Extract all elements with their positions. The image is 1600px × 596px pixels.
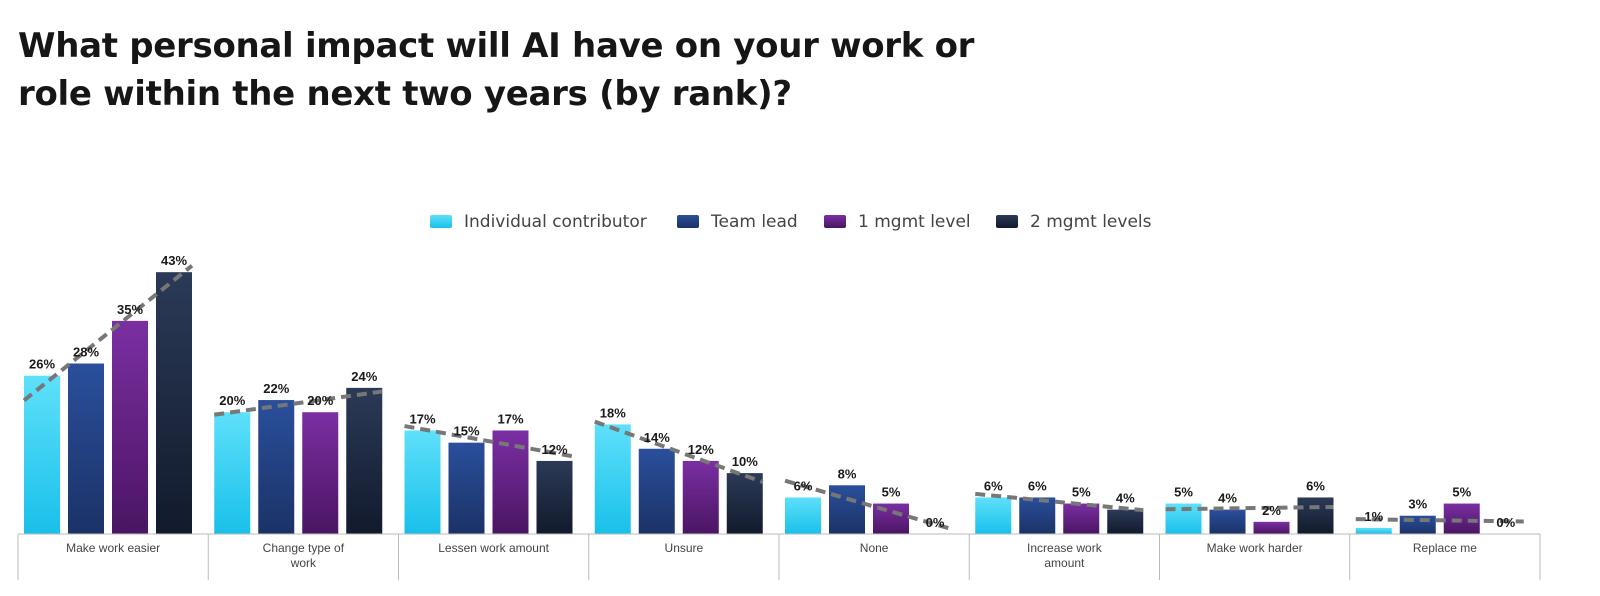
trendline-increase-work-amount	[975, 491, 1144, 513]
value-label-change-type-of-work-individual-contributor: 20%	[219, 393, 245, 408]
value-label-make-work-harder-team-lead: 4%	[1218, 491, 1237, 506]
trendline-replace-me	[1355, 517, 1524, 524]
bar-lessen-work-amount-team-lead	[448, 442, 485, 534]
value-label-replace-me-1-mgmt-level: 5%	[1452, 485, 1471, 500]
value-label-change-type-of-work-1-mgmt-level: 20%	[307, 393, 333, 408]
bar-replace-me-individual-contributor	[1355, 527, 1392, 534]
value-label-none-1-mgmt-level: 5%	[882, 485, 901, 500]
category-label-increase-work-amount: Increase work amount	[1027, 541, 1103, 570]
value-label-lessen-work-amount-2-mgmt-levels: 12%	[541, 442, 567, 457]
value-label-lessen-work-amount-team-lead: 15%	[453, 424, 479, 439]
bar-increase-work-amount-individual-contributor	[975, 497, 1012, 534]
value-label-none-team-lead: 8%	[838, 466, 857, 481]
bar-make-work-harder-team-lead	[1209, 509, 1246, 534]
value-label-change-type-of-work-2-mgmt-levels: 24%	[351, 369, 377, 384]
value-label-replace-me-individual-contributor: 1%	[1364, 509, 1383, 524]
value-label-make-work-harder-2-mgmt-levels: 6%	[1306, 478, 1325, 493]
legend-swatch-individual-contributor	[430, 215, 452, 228]
value-label-increase-work-amount-individual-contributor: 6%	[984, 478, 1003, 493]
value-label-lessen-work-amount-individual-contributor: 17%	[409, 411, 435, 426]
trendline-change-type-of-work	[213, 389, 383, 417]
bar-change-type-of-work-1-mgmt-level	[302, 412, 339, 534]
category-label-replace-me: Replace me	[1413, 541, 1477, 555]
value-label-change-type-of-work-team-lead: 22%	[263, 381, 289, 396]
value-label-unsure-individual-contributor: 18%	[600, 405, 626, 420]
value-label-lessen-work-amount-1-mgmt-level: 17%	[497, 411, 523, 426]
legend-label-individual-contributor: Individual contributor	[464, 212, 647, 232]
bar-change-type-of-work-2-mgmt-levels	[346, 387, 383, 534]
category-label-unsure: Unsure	[665, 541, 704, 555]
value-label-make-work-easier-2-mgmt-levels: 43%	[161, 253, 187, 268]
trendline-make-work-harder	[1165, 504, 1334, 512]
bar-make-work-easier-1-mgmt-level	[112, 320, 148, 534]
value-label-increase-work-amount-2-mgmt-levels: 4%	[1116, 491, 1135, 506]
legend: Individual contributor Team lead 1 mgmt le…	[430, 212, 1152, 232]
value-label-make-work-easier-individual-contributor: 26%	[29, 357, 55, 372]
value-label-unsure-2-mgmt-levels: 10%	[732, 454, 758, 469]
bar-increase-work-amount-team-lead	[1019, 497, 1056, 534]
legend-swatch-team-lead	[677, 215, 699, 228]
bar-make-work-easier-team-lead	[68, 363, 104, 534]
legend-label-team-lead: Team lead	[710, 212, 798, 232]
trendline-none	[784, 478, 954, 532]
bars-layer	[24, 272, 1480, 534]
legend-label-2-mgmt-levels: 2 mgmt levels	[1030, 212, 1152, 232]
value-label-none-2-mgmt-levels: 0%	[926, 515, 945, 530]
category-label-make-work-easier: Make work easier	[66, 541, 160, 555]
bar-lessen-work-amount-individual-contributor	[404, 430, 441, 534]
value-label-increase-work-amount-1-mgmt-level: 5%	[1072, 485, 1091, 500]
trendlines-layer	[22, 264, 1524, 532]
bar-increase-work-amount-2-mgmt-levels	[1107, 509, 1144, 534]
value-labels-layer: 26% 28% 35% 43% 20% 22% 20% 24% 17% 15% 17% 12% 18% 1…	[29, 253, 1516, 530]
trendline-make-work-easier	[22, 264, 194, 403]
bar-change-type-of-work-team-lead	[258, 400, 295, 534]
value-label-replace-me-2-mgmt-levels: 0%	[1496, 515, 1515, 530]
category-label-none: None	[860, 541, 889, 555]
category-label-make-work-harder: Make work harder	[1207, 541, 1303, 555]
bar-unsure-1-mgmt-level	[682, 460, 719, 534]
bar-lessen-work-amount-2-mgmt-levels	[536, 460, 573, 534]
x-axis: Make work easier Change type of work Lessen…	[17, 533, 1541, 580]
bar-none-team-lead	[829, 485, 865, 534]
bar-unsure-individual-contributor	[594, 424, 631, 534]
bar-none-individual-contributor	[785, 497, 821, 534]
value-label-make-work-easier-team-lead: 28%	[73, 345, 99, 360]
category-label-change-type-of-work: Change type of work	[263, 541, 345, 570]
legend-swatch-2-mgmt-levels	[996, 215, 1018, 228]
value-label-unsure-team-lead: 14%	[644, 430, 670, 445]
bar-make-work-harder-2-mgmt-levels	[1297, 497, 1334, 534]
trendline-unsure	[594, 419, 764, 484]
value-label-replace-me-team-lead: 3%	[1408, 497, 1427, 512]
value-label-increase-work-amount-team-lead: 6%	[1028, 478, 1047, 493]
value-label-unsure-1-mgmt-level: 12%	[688, 442, 714, 457]
value-label-make-work-harder-individual-contributor: 5%	[1174, 485, 1193, 500]
value-label-make-work-harder-1-mgmt-level: 2%	[1262, 503, 1281, 518]
bar-make-work-easier-individual-contributor	[24, 375, 60, 534]
value-label-none-individual-contributor: 6%	[794, 478, 813, 493]
bar-unsure-2-mgmt-levels	[726, 473, 763, 534]
legend-swatch-1-mgmt-level	[824, 215, 846, 228]
bar-unsure-team-lead	[638, 448, 675, 534]
category-label-lessen-work-amount: Lessen work amount	[438, 541, 549, 555]
bar-increase-work-amount-1-mgmt-level	[1063, 503, 1100, 534]
bar-make-work-harder-1-mgmt-level	[1253, 521, 1290, 534]
bar-change-type-of-work-individual-contributor	[214, 412, 251, 534]
value-label-make-work-easier-1-mgmt-level: 35%	[117, 302, 143, 317]
trendline-lessen-work-amount	[404, 424, 573, 459]
bar-make-work-easier-2-mgmt-levels	[156, 272, 192, 534]
chart-title: What personal impact will AI have on you…	[18, 26, 975, 114]
legend-label-1-mgmt-level: 1 mgmt level	[858, 212, 971, 232]
